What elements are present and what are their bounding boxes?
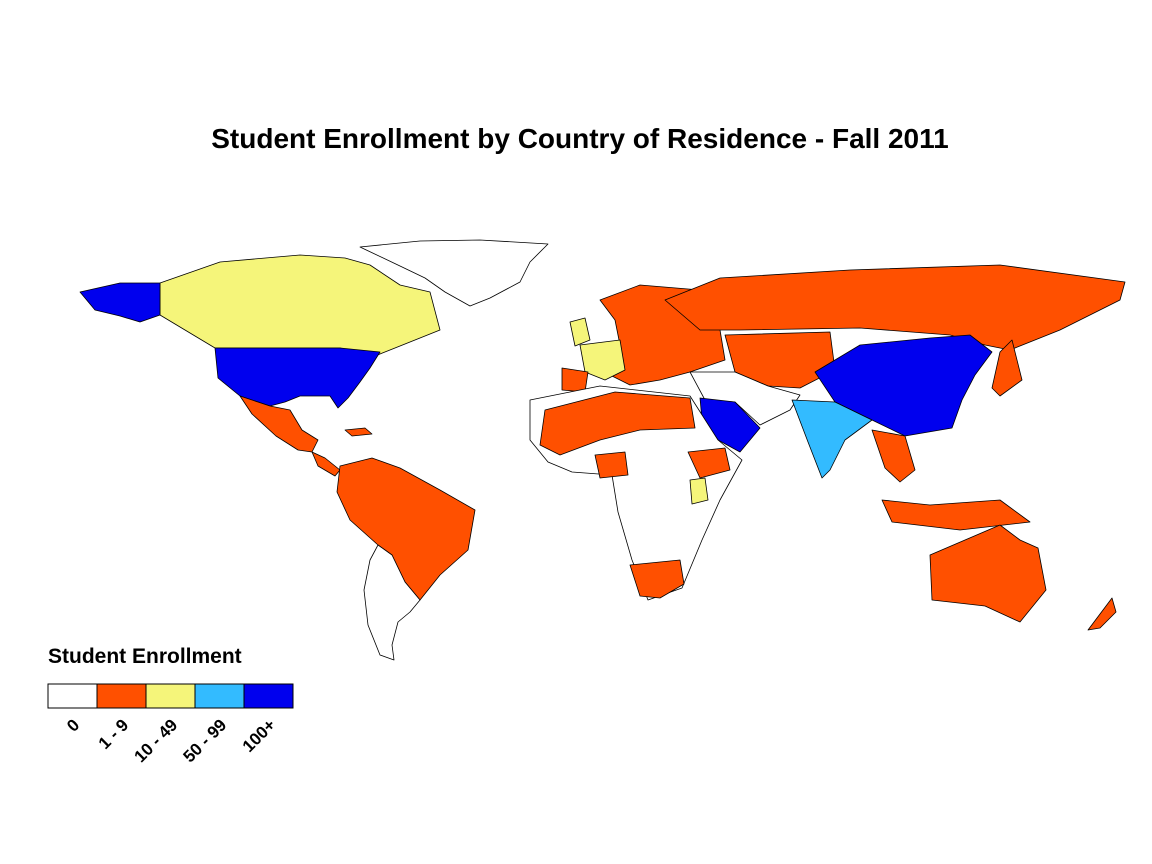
world-map bbox=[79, 239, 1126, 661]
legend-label: 50 - 99 bbox=[179, 715, 230, 766]
legend-label: 10 - 49 bbox=[130, 715, 181, 766]
legend-label: 100+ bbox=[239, 715, 280, 756]
alaska bbox=[79, 282, 161, 323]
indonesia bbox=[881, 499, 1031, 531]
legend-swatch bbox=[47, 683, 98, 709]
north-africa bbox=[539, 391, 696, 456]
uk bbox=[569, 317, 591, 347]
usa bbox=[214, 347, 381, 409]
map-title: Student Enrollment by Country of Residen… bbox=[211, 123, 948, 154]
kenya bbox=[689, 477, 709, 505]
australia bbox=[929, 524, 1047, 623]
legend-title: Student Enrollment bbox=[48, 645, 242, 668]
southeast-asia bbox=[871, 429, 916, 483]
japan bbox=[991, 339, 1023, 397]
india bbox=[791, 399, 873, 479]
iberia bbox=[561, 367, 589, 393]
legend-swatch bbox=[96, 683, 147, 709]
south-africa bbox=[629, 559, 685, 599]
legend-swatch bbox=[145, 683, 196, 709]
legend-label: 1 - 9 bbox=[95, 715, 132, 752]
legend-swatch bbox=[243, 683, 294, 709]
legend-label: 0 bbox=[63, 715, 83, 735]
nigeria bbox=[594, 451, 629, 479]
canada bbox=[159, 254, 441, 357]
new-zealand bbox=[1087, 597, 1117, 631]
legend-swatch bbox=[194, 683, 245, 709]
russia bbox=[664, 264, 1126, 351]
central-america bbox=[311, 451, 341, 477]
greenland bbox=[359, 239, 549, 307]
caribbean bbox=[344, 427, 373, 437]
western-europe bbox=[579, 339, 626, 381]
south-america-north bbox=[336, 457, 476, 601]
ethiopia bbox=[687, 447, 731, 479]
south-america-south bbox=[363, 544, 421, 661]
mexico bbox=[239, 395, 319, 453]
